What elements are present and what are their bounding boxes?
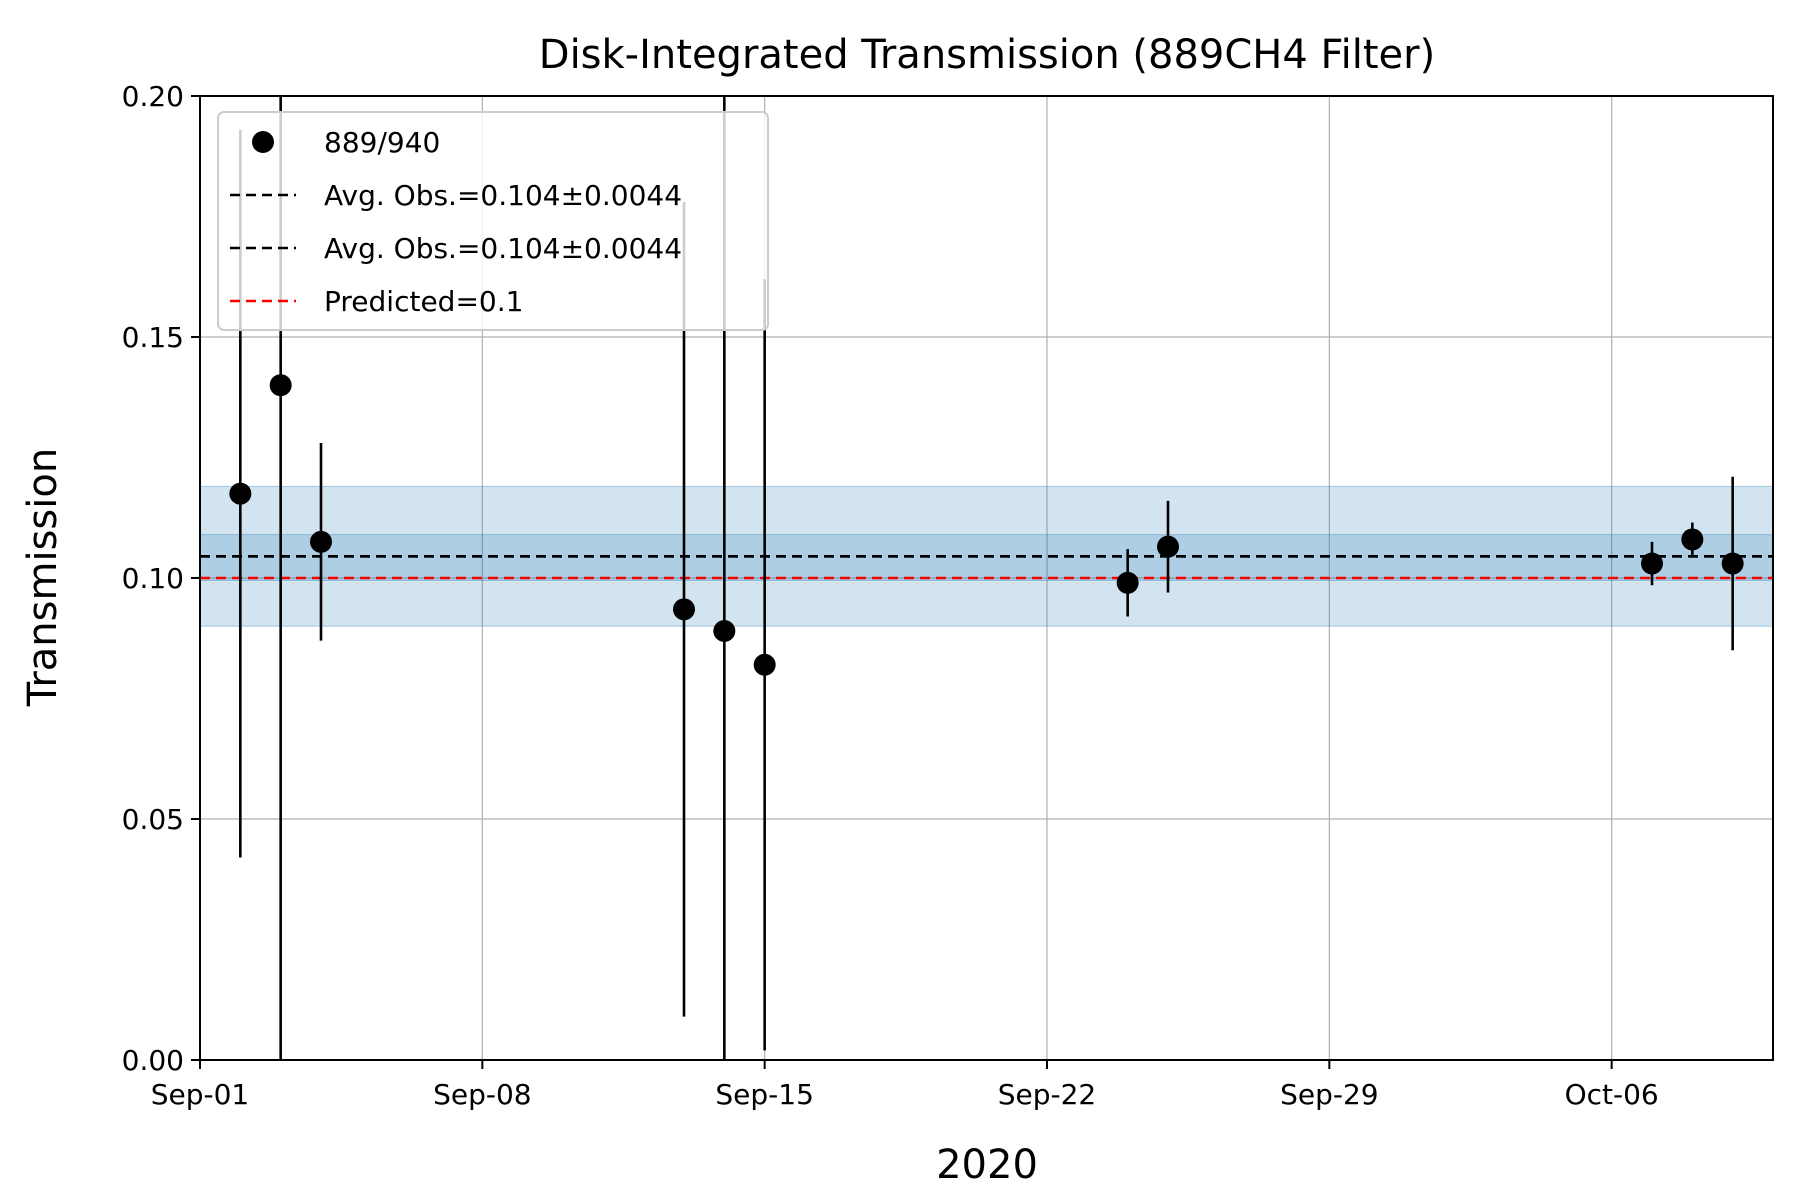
data-point-8: [1641, 552, 1663, 575]
y-tick-label-0: 0.00: [122, 1044, 184, 1077]
data-point-1: [269, 374, 292, 397]
y-tick-label-4: 0.20: [122, 80, 184, 113]
data-point-10: [1721, 552, 1744, 575]
x-tick-label-5: Oct-06: [1565, 1078, 1659, 1111]
legend-label-1: Avg. Obs.=0.104±0.0044: [324, 179, 682, 212]
x-tick-label-0: Sep-01: [151, 1078, 250, 1111]
y-tick-label-1: 0.05: [122, 803, 184, 836]
x-tick-label-2: Sep-15: [715, 1078, 814, 1111]
y-tick-label-3: 0.15: [122, 321, 184, 354]
x-axis-title: 2020: [936, 1142, 1038, 1188]
data-point-7: [1157, 535, 1179, 558]
x-tick-label-3: Sep-22: [998, 1078, 1097, 1111]
data-point-2: [310, 530, 332, 553]
data-point-5: [753, 653, 776, 676]
x-tick-label-1: Sep-08: [433, 1078, 532, 1111]
y-tick-label-2: 0.10: [122, 562, 184, 595]
legend-label-3: Predicted=0.1: [324, 285, 523, 318]
legend-box: [217, 111, 769, 331]
data-point-0: [229, 482, 252, 505]
legend: 889/940 Avg. Obs.=0.104±0.0044 Avg. Obs.=0…: [217, 111, 769, 331]
data-point-9: [1681, 528, 1704, 551]
data-point-6: [1116, 571, 1139, 594]
data-point-3: [673, 598, 695, 621]
data-point-4: [713, 620, 736, 643]
legend-label-0: 889/940: [324, 126, 440, 159]
x-tick-label-4: Sep-29: [1280, 1078, 1379, 1111]
legend-marker-0: [252, 131, 274, 153]
legend-label-2: Avg. Obs.=0.104±0.0044: [324, 232, 682, 265]
y-axis-title: Transmission: [20, 448, 66, 707]
chart-title: Disk-Integrated Transmission (889CH4 Fil…: [539, 32, 1435, 78]
